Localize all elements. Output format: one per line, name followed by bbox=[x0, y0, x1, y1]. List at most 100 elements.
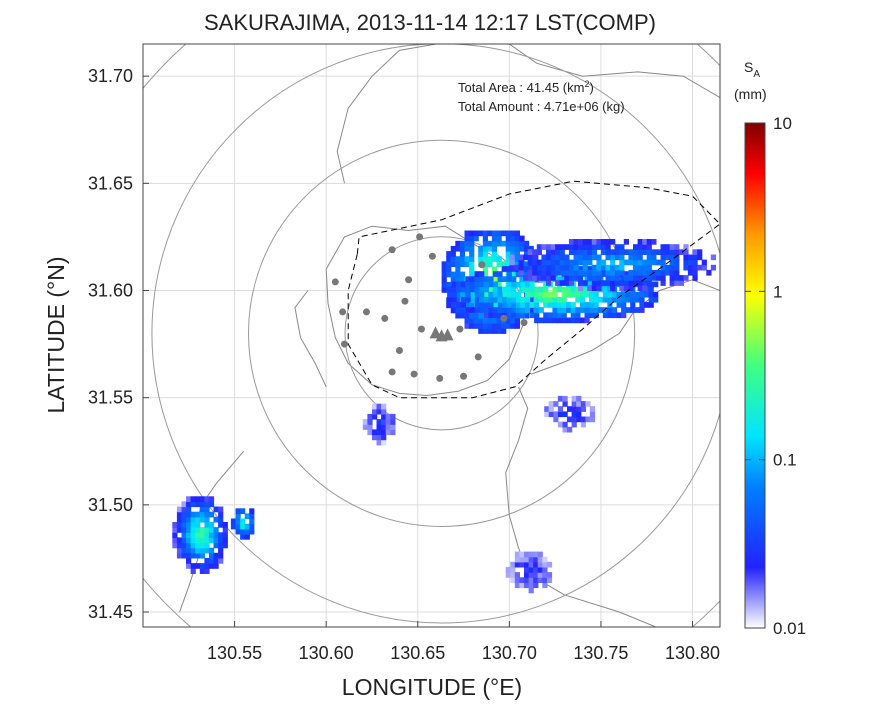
ash-cell bbox=[596, 269, 602, 276]
ash-cell bbox=[474, 281, 480, 288]
ash-cell bbox=[218, 522, 224, 528]
ash-cell bbox=[204, 568, 210, 574]
ash-cell bbox=[506, 296, 512, 303]
ash-cell bbox=[208, 527, 215, 533]
ash-cell bbox=[555, 269, 561, 276]
ash-cell bbox=[528, 572, 534, 578]
ash-cell bbox=[557, 317, 563, 324]
ash-cell bbox=[542, 561, 548, 568]
total-amount: Total Amount : 4.71e+06 (kg) bbox=[458, 99, 625, 114]
ash-cell bbox=[637, 264, 643, 271]
ash-cell bbox=[529, 266, 535, 272]
ash-cell bbox=[642, 239, 648, 245]
ash-cell bbox=[578, 280, 584, 286]
ash-cell bbox=[190, 537, 196, 544]
ash-cell bbox=[488, 281, 494, 288]
ash-cell bbox=[478, 328, 484, 334]
ash-cell bbox=[610, 259, 616, 266]
ash-cell bbox=[469, 261, 475, 267]
ash-cell bbox=[538, 291, 544, 298]
ash-cell bbox=[533, 582, 539, 589]
ash-cell bbox=[607, 291, 613, 298]
ash-cell bbox=[186, 511, 192, 518]
ash-cell bbox=[218, 511, 224, 518]
ash-cell bbox=[204, 522, 210, 528]
ash-cell bbox=[199, 542, 205, 549]
ash-cell bbox=[550, 249, 556, 255]
ash-cell bbox=[482, 271, 488, 278]
ash-cell bbox=[479, 276, 485, 282]
ash-cell bbox=[450, 261, 456, 267]
ash-cell bbox=[550, 275, 556, 281]
ash-cell bbox=[190, 496, 196, 502]
ash-cell bbox=[509, 264, 515, 271]
ash-cell bbox=[528, 307, 534, 314]
ash-cell bbox=[600, 239, 607, 245]
ash-cell bbox=[529, 281, 535, 288]
ash-cell bbox=[573, 259, 579, 266]
ash-cell bbox=[587, 249, 593, 255]
ash-cell bbox=[637, 285, 643, 291]
ash-cell bbox=[482, 266, 488, 273]
ash-cell bbox=[447, 291, 453, 298]
ash-cell bbox=[600, 244, 607, 250]
ash-cell bbox=[614, 249, 620, 255]
colorbar bbox=[744, 122, 766, 629]
ash-cell bbox=[562, 426, 568, 433]
ash-cell bbox=[561, 312, 567, 319]
ash-cell bbox=[548, 406, 554, 412]
ash-cell bbox=[579, 317, 586, 324]
ash-cell bbox=[519, 577, 525, 583]
ash-cell bbox=[482, 256, 488, 262]
ash-cell bbox=[678, 280, 684, 286]
ash-cell bbox=[616, 302, 622, 308]
ash-cell bbox=[578, 269, 584, 276]
ash-cell bbox=[543, 317, 549, 324]
ash-cell bbox=[465, 307, 471, 313]
ash-cell bbox=[546, 264, 552, 271]
ash-cell bbox=[585, 416, 591, 423]
ash-cell bbox=[385, 419, 391, 425]
ash-cell bbox=[460, 286, 466, 293]
ash-cell bbox=[524, 291, 531, 298]
ash-cell bbox=[176, 516, 183, 523]
ash-cell bbox=[611, 307, 618, 313]
ash-cell bbox=[524, 572, 530, 578]
ash-cell bbox=[630, 296, 636, 303]
ash-cell bbox=[550, 264, 556, 271]
ash-cell bbox=[660, 249, 666, 255]
ash-cell bbox=[674, 275, 680, 281]
ash-cell bbox=[505, 317, 511, 324]
ash-cell bbox=[479, 281, 485, 288]
colorbar-tick-label: 0.01 bbox=[773, 619, 806, 638]
ash-cell bbox=[464, 302, 470, 309]
ash-cell bbox=[591, 254, 597, 261]
ash-cell bbox=[469, 240, 475, 247]
ash-cell bbox=[470, 286, 476, 293]
ash-cell bbox=[591, 280, 597, 286]
ash-cell bbox=[181, 552, 187, 559]
ash-cell bbox=[564, 269, 570, 276]
ash-cell bbox=[528, 561, 534, 568]
ash-cell bbox=[547, 302, 553, 308]
ash-cell bbox=[376, 403, 382, 410]
ash-cell bbox=[176, 527, 183, 533]
ash-cell bbox=[600, 249, 607, 255]
ash-cell bbox=[567, 426, 573, 433]
ash-cell bbox=[524, 561, 530, 568]
ash-cell bbox=[570, 302, 576, 308]
ash-cell bbox=[564, 280, 570, 286]
ash-cell bbox=[596, 280, 602, 286]
ash-cell bbox=[509, 259, 515, 266]
x-axis-label: LONGITUDE (°E) bbox=[342, 674, 522, 700]
ash-cell bbox=[518, 254, 524, 261]
ash-cell bbox=[470, 276, 476, 282]
ash-cell bbox=[474, 286, 480, 293]
ash-cell bbox=[557, 421, 564, 428]
ash-cell bbox=[579, 291, 586, 298]
ash-cell bbox=[483, 312, 489, 319]
ash-cell bbox=[710, 254, 716, 261]
ash-cell bbox=[602, 291, 608, 298]
x-tick-label: 130.70 bbox=[482, 643, 537, 663]
ash-cell bbox=[552, 302, 558, 308]
